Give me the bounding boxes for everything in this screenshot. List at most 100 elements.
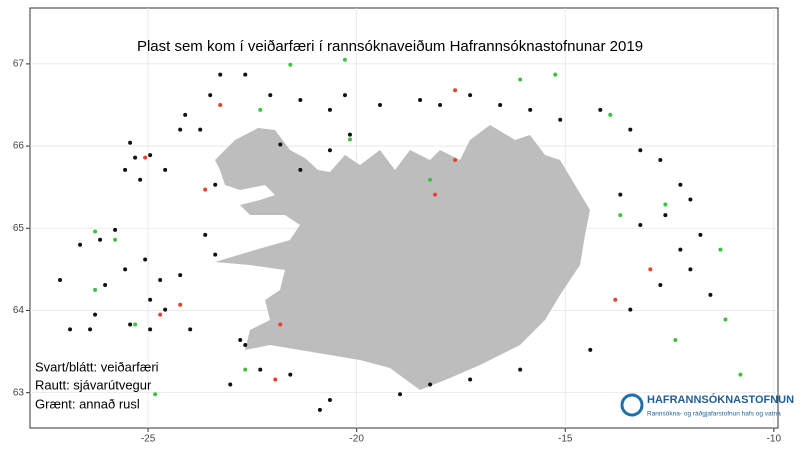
station-point <box>698 232 703 237</box>
station-point <box>453 88 458 93</box>
station-point <box>673 338 678 343</box>
station-point <box>113 227 118 232</box>
station-point <box>658 158 663 163</box>
station-point <box>153 392 158 397</box>
station-point <box>278 322 283 327</box>
station-point <box>198 127 203 132</box>
station-point <box>498 102 503 107</box>
station-point <box>98 237 103 242</box>
legend-entry: Grænt: annað rusl <box>35 396 140 411</box>
map-title: Plast sem kom í veiðarfæri í rannsóknave… <box>137 38 643 55</box>
station-point <box>418 98 423 103</box>
station-point <box>208 93 213 98</box>
station-point <box>103 282 108 287</box>
station-point <box>317 407 322 412</box>
station-point <box>93 312 98 317</box>
x-tick-label: -25 <box>141 434 156 445</box>
station-point <box>288 372 293 377</box>
station-point <box>688 197 693 202</box>
station-point <box>243 367 248 372</box>
station-point <box>347 132 352 137</box>
x-tick-label: -10 <box>767 434 782 445</box>
station-point <box>558 117 563 122</box>
station-point <box>638 148 643 153</box>
station-point <box>598 107 603 112</box>
iceland <box>215 125 590 390</box>
station-point <box>268 93 273 98</box>
station-point <box>298 98 303 103</box>
logo-icon <box>620 393 644 417</box>
station-point <box>178 273 183 278</box>
station-point <box>258 367 263 372</box>
station-point <box>123 267 128 272</box>
station-point <box>518 367 523 372</box>
station-point <box>123 167 128 172</box>
station-point <box>93 287 98 292</box>
station-point <box>203 187 208 192</box>
station-point <box>708 292 713 297</box>
y-tick-label: 63 <box>13 387 25 398</box>
station-point <box>613 297 618 302</box>
station-point <box>143 155 148 160</box>
y-tick-label: 66 <box>13 141 25 152</box>
station-point <box>638 222 643 227</box>
station-point <box>438 102 443 107</box>
y-tick-label: 64 <box>13 305 25 316</box>
station-point <box>628 307 633 312</box>
station-point <box>148 297 153 302</box>
station-point <box>243 342 248 347</box>
station-point <box>378 102 383 107</box>
station-point <box>608 112 613 117</box>
station-point <box>428 382 433 387</box>
station-point <box>203 232 208 237</box>
station-point <box>347 137 352 142</box>
station-point <box>518 77 523 82</box>
station-point <box>327 398 332 403</box>
station-point <box>288 62 293 67</box>
station-point <box>183 112 188 117</box>
logo-title: HAFRANNSÓKNASTOFNUN <box>647 393 794 406</box>
station-point <box>468 93 473 98</box>
station-point <box>342 57 347 62</box>
station-point <box>93 229 98 234</box>
station-point <box>678 247 683 252</box>
station-point <box>258 107 263 112</box>
station-point <box>188 327 193 332</box>
station-point <box>738 372 743 377</box>
station-point <box>158 312 163 317</box>
y-tick-label: 67 <box>13 59 25 70</box>
station-point <box>238 338 243 343</box>
x-tick-label: -20 <box>349 434 364 445</box>
station-point <box>327 107 332 112</box>
station-point <box>128 322 133 327</box>
station-point <box>278 142 283 147</box>
station-point <box>628 127 633 132</box>
station-point <box>143 257 148 262</box>
station-point <box>88 327 93 332</box>
station-point <box>178 302 183 307</box>
station-point <box>723 317 728 322</box>
station-point <box>163 307 168 312</box>
station-point <box>148 153 153 158</box>
station-point <box>433 192 438 197</box>
station-point <box>528 107 533 112</box>
station-point <box>178 127 183 132</box>
station-point <box>133 322 138 327</box>
station-point <box>128 140 133 145</box>
station-point <box>298 167 303 172</box>
station-point <box>342 93 347 98</box>
station-point <box>213 182 218 187</box>
legend-entry: Rautt: sjávarútvegur <box>35 377 152 392</box>
logo-subtitle: Rannsókna- og ráðgjafarstofnun hafs og v… <box>647 410 781 418</box>
station-point <box>658 282 663 287</box>
station-point <box>213 252 218 257</box>
station-point <box>688 267 693 272</box>
station-point <box>678 182 683 187</box>
legend-entry: Svart/blátt: veiðarfæri <box>35 359 159 374</box>
station-point <box>113 237 118 242</box>
station-point <box>327 148 332 153</box>
station-point <box>718 247 723 252</box>
station-point <box>158 278 163 283</box>
station-point <box>663 202 668 207</box>
